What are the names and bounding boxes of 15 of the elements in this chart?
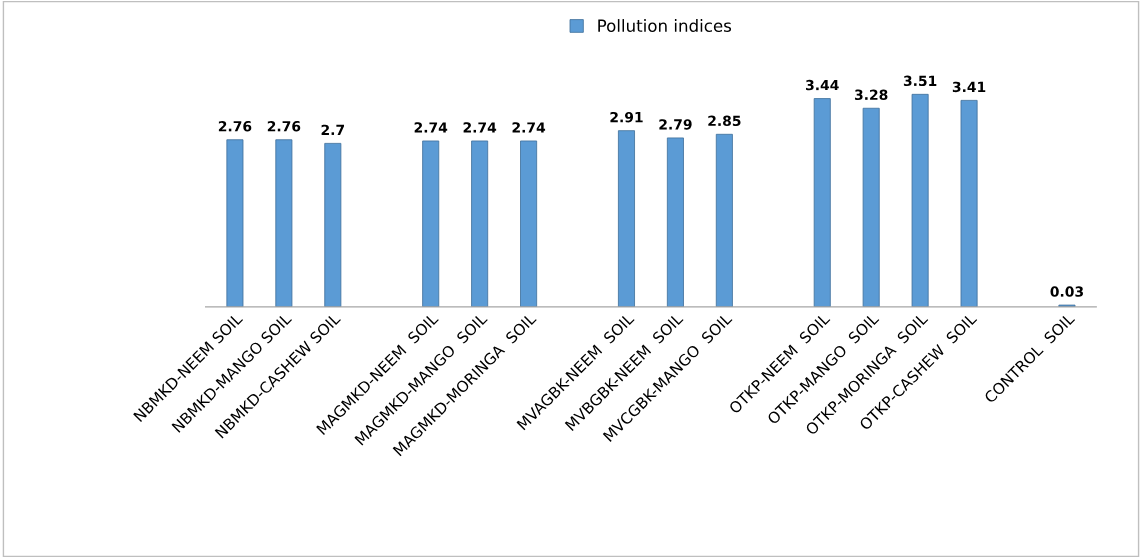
data-label: 2.79 (659, 119, 692, 130)
data-label: 0.03 (1050, 286, 1083, 297)
data-label: 3.44 (806, 79, 839, 91)
data-label: 3.51 (903, 75, 937, 87)
data-label: 2.76 (267, 121, 301, 132)
data-label: 2.74 (463, 122, 497, 133)
data-label: 2.91 (610, 111, 643, 123)
legend-label: Pollution indices (598, 19, 732, 32)
data-label: 3.41 (952, 81, 986, 93)
data-label: 2.74 (512, 122, 546, 133)
data-label: 2.74 (414, 122, 448, 133)
data-label: 2.7 (321, 124, 345, 135)
data-label: 2.76 (218, 121, 252, 132)
data-label: 3.28 (854, 89, 888, 101)
data-label: 2.85 (708, 115, 741, 127)
